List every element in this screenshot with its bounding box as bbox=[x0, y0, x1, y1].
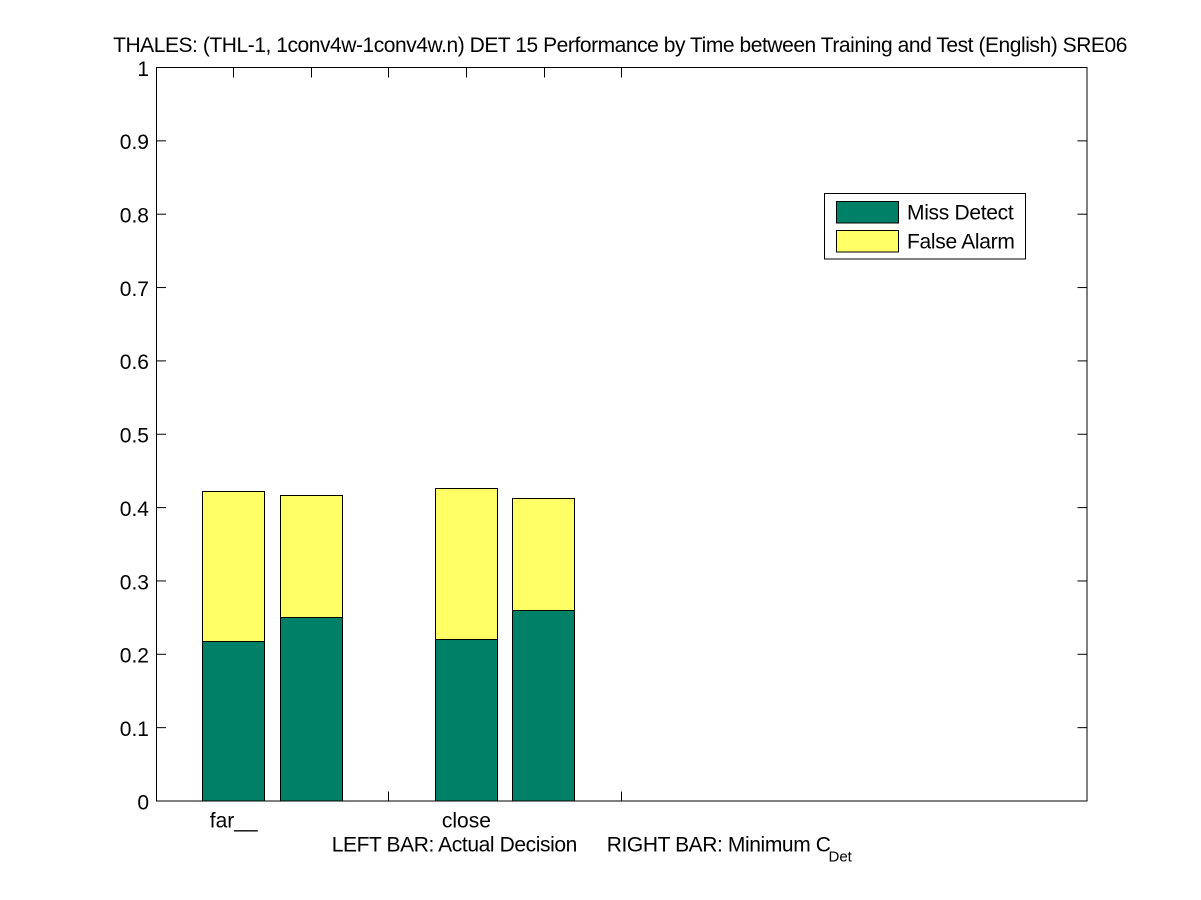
svg-text:False Alarm: False Alarm bbox=[907, 230, 1015, 253]
svg-text:1: 1 bbox=[137, 58, 149, 81]
svg-text:0.7: 0.7 bbox=[120, 278, 149, 301]
svg-text:0: 0 bbox=[137, 791, 149, 814]
svg-text:0.1: 0.1 bbox=[120, 718, 149, 741]
svg-text:0.4: 0.4 bbox=[120, 498, 150, 521]
svg-text:0.5: 0.5 bbox=[120, 425, 149, 448]
svg-text:0.3: 0.3 bbox=[120, 571, 149, 594]
svg-text:THALES: (THL-1, 1conv4w-1conv4: THALES: (THL-1, 1conv4w-1conv4w.n) DET 1… bbox=[113, 34, 1127, 57]
svg-text:far__: far__ bbox=[210, 810, 258, 833]
svg-text:0.6: 0.6 bbox=[120, 351, 149, 374]
svg-text:0.8: 0.8 bbox=[120, 205, 149, 228]
svg-text:RIGHT BAR: Minimum C: RIGHT BAR: Minimum C bbox=[607, 833, 831, 856]
svg-text:close: close bbox=[442, 810, 491, 833]
svg-text:0.2: 0.2 bbox=[120, 645, 149, 668]
svg-text:Miss Detect: Miss Detect bbox=[907, 201, 1014, 224]
svg-text:LEFT BAR: Actual Decision: LEFT BAR: Actual Decision bbox=[332, 833, 577, 856]
svg-text:0.9: 0.9 bbox=[120, 131, 149, 154]
svg-text:Det: Det bbox=[829, 849, 853, 866]
